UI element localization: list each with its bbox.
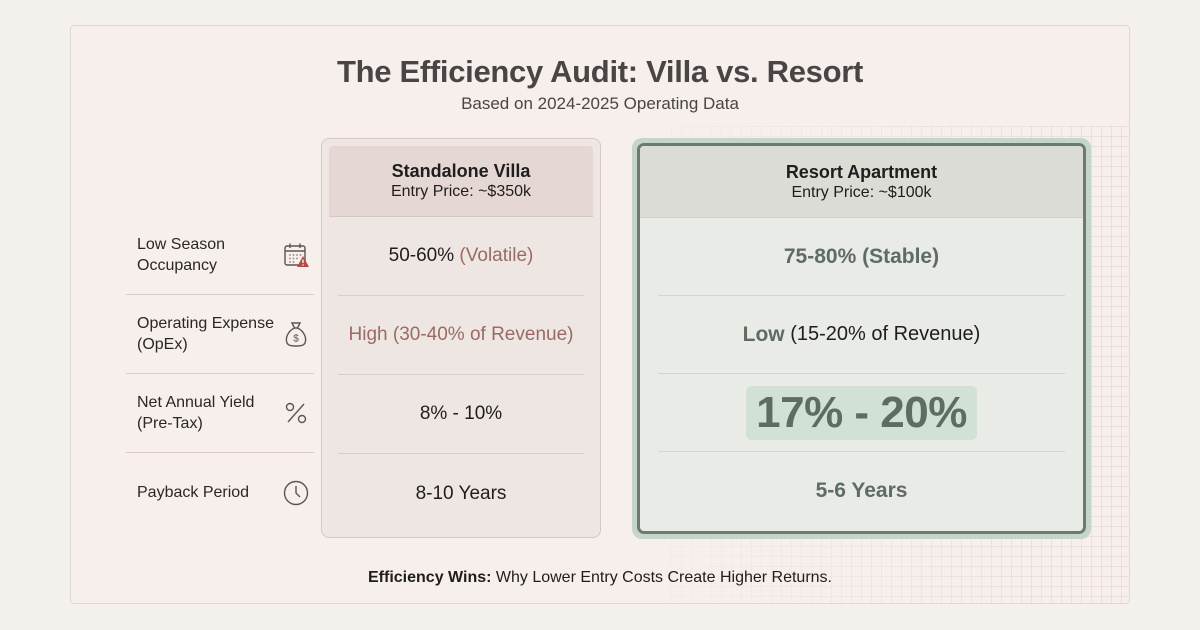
percent-icon bbox=[282, 399, 310, 427]
resort-payback-value: 5-6 Years bbox=[815, 479, 908, 502]
villa-header: Standalone Villa Entry Price: ~$350k bbox=[329, 146, 593, 217]
resort-opex-level: Low bbox=[742, 322, 785, 346]
villa-name: Standalone Villa bbox=[391, 161, 531, 181]
resort-yield-highlight: 17% - 20% bbox=[746, 385, 977, 440]
villa-card: Standalone Villa Entry Price: ~$350k 50-… bbox=[321, 138, 601, 538]
calendar-warning-icon bbox=[282, 241, 310, 269]
villa-yield: 8% - 10% bbox=[338, 375, 584, 454]
resort-occupancy-value: 75-80% (Stable) bbox=[783, 244, 940, 268]
resort-card: Resort Apartment Entry Price: ~$100k 75-… bbox=[632, 138, 1091, 539]
comparison-panel: The Efficiency Audit: Villa vs. Resort B… bbox=[70, 25, 1130, 604]
label-row-payback: Payback Period bbox=[126, 453, 314, 532]
resort-price: Entry Price: ~$100k bbox=[791, 183, 932, 201]
page-title: The Efficiency Audit: Villa vs. Resort bbox=[336, 54, 864, 89]
resort-payback: 5-6 Years bbox=[658, 452, 1065, 530]
resort-name: Resort Apartment bbox=[785, 161, 938, 182]
villa-occupancy: 50-60% (Volatile) bbox=[338, 217, 584, 296]
row-label: Low Season Occupancy bbox=[137, 236, 226, 274]
row-labels: Low Season Occupancy bbox=[126, 216, 314, 532]
resort-yield: 17% - 20% bbox=[658, 374, 1065, 452]
page-subtitle: Based on 2024-2025 Operating Data bbox=[461, 94, 739, 113]
villa-price: Entry Price: ~$350k bbox=[390, 183, 532, 200]
resort-header: Resort Apartment Entry Price: ~$100k bbox=[640, 146, 1083, 218]
resort-opex: Low (15-20% of Revenue) bbox=[658, 296, 1065, 374]
money-bag-icon: $ bbox=[282, 320, 310, 348]
villa-payback: 8-10 Years bbox=[415, 482, 507, 504]
villa-opex: High (30-40% of Revenue) bbox=[338, 296, 584, 375]
footer-caption: Efficiency Wins: Why Lower Entry Costs C… bbox=[71, 569, 1129, 587]
footer-text: Why Lower Entry Costs Create Higher Retu… bbox=[491, 569, 832, 586]
label-row-occupancy: Low Season Occupancy bbox=[126, 216, 314, 295]
row-label: Payback Period bbox=[137, 484, 250, 501]
row-label: Net Annual Yield (Pre-Tax) bbox=[137, 394, 255, 432]
label-row-opex: Operating Expense (OpEx) $ bbox=[126, 295, 314, 374]
row-label: Operating Expense (OpEx) bbox=[137, 315, 274, 353]
label-row-yield: Net Annual Yield (Pre-Tax) bbox=[126, 374, 314, 453]
footer-bold: Efficiency Wins: bbox=[368, 569, 492, 586]
resort-occupancy: 75-80% (Stable) bbox=[658, 218, 1065, 296]
villa-occupancy-value: 50-60% bbox=[388, 245, 455, 266]
svg-text:$: $ bbox=[293, 334, 299, 345]
villa-occupancy-note: (Volatile) bbox=[459, 245, 534, 266]
clock-icon bbox=[282, 479, 310, 507]
resort-opex-detail: (15-20% of Revenue) bbox=[790, 323, 981, 345]
